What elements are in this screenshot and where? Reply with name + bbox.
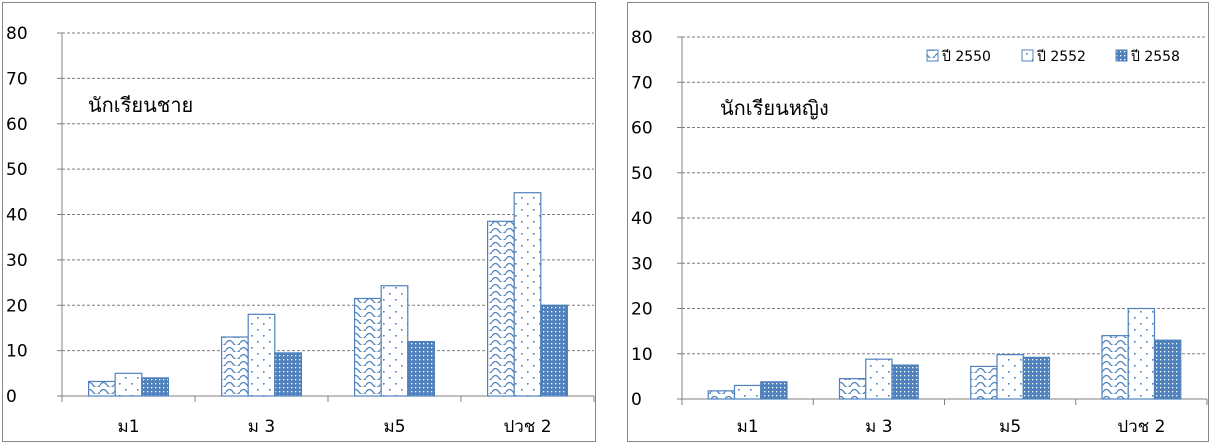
y-tick-label: 80: [6, 24, 28, 44]
bar: [838, 378, 867, 400]
bar: [970, 365, 998, 400]
bar: [1022, 356, 1051, 400]
y-tick-label: 0: [631, 390, 642, 410]
bar: [380, 285, 409, 397]
bar: [247, 313, 276, 397]
bar: [891, 364, 919, 400]
chart-male-svg: 0 10 20 30 40 50 60 70 80 ม1 ม 3 ม5 ปวช 2 นักเรียนชาย: [2, 2, 596, 442]
bar: [354, 297, 382, 397]
chart-female: 0 10 20 30 40 50 60 70 80 ม1 ม 3 ม5 ปวช 2 นักเรียนหญิ…: [627, 2, 1209, 442]
y-tick-label: 40: [631, 209, 653, 229]
bar: [221, 336, 249, 397]
y-tick-label: 20: [6, 296, 28, 316]
y-tick-label: 40: [6, 206, 28, 226]
x-category-label: ปวช 2: [503, 417, 551, 437]
bar: [1101, 335, 1129, 400]
y-tick-label: 10: [6, 342, 28, 362]
bar: [114, 372, 143, 397]
y-tick-label: 60: [6, 115, 28, 135]
y-tick-label: 70: [6, 69, 28, 89]
bar: [274, 352, 302, 397]
legend-swatch: [1115, 49, 1128, 62]
x-category-label: ม 3: [865, 417, 892, 437]
bar: [87, 380, 116, 397]
bar: [733, 384, 762, 400]
y-tick-label: 0: [6, 387, 17, 407]
y-tick-label: 70: [631, 73, 653, 93]
bar: [1127, 307, 1156, 400]
chart-title: นักเรียนหญิง: [720, 96, 829, 120]
y-tick-label: 50: [631, 164, 653, 184]
legend-label: ปี 2552: [1037, 49, 1086, 65]
y-tick-label: 30: [6, 251, 28, 271]
bar: [760, 381, 788, 400]
bar: [513, 192, 542, 397]
legend-label: ปี 2558: [1131, 49, 1180, 65]
chart-male: 0 10 20 30 40 50 60 70 80 ม1 ม 3 ม5 ปวช 2 นักเรียนชาย: [2, 2, 596, 442]
x-category-label: ม5: [383, 417, 405, 437]
bar: [141, 377, 170, 397]
bar: [407, 340, 435, 397]
bar: [996, 354, 1024, 400]
y-tick-label: 20: [631, 300, 653, 320]
bar: [1153, 339, 1182, 400]
bar: [540, 304, 568, 397]
bar: [707, 390, 736, 400]
x-category-label: ม 3: [248, 417, 275, 437]
y-tick-label: 80: [631, 28, 653, 48]
y-tick-label: 50: [6, 160, 28, 180]
x-category-label: ม1: [737, 417, 759, 437]
legend-label: ปี 2550: [942, 49, 991, 65]
legend-swatch: [926, 49, 939, 62]
x-category-label: ม5: [999, 417, 1021, 437]
x-category-label: ม1: [117, 417, 139, 437]
y-tick-label: 60: [631, 119, 653, 139]
bar: [865, 358, 893, 400]
x-category-label: ปวช 2: [1117, 417, 1165, 437]
bar: [487, 220, 515, 397]
chart-title: นักเรียนชาย: [88, 93, 193, 117]
chart-female-svg: 0 10 20 30 40 50 60 70 80 ม1 ม 3 ม5 ปวช 2 นักเรียนหญิ…: [627, 2, 1209, 442]
legend-swatch: [1021, 49, 1034, 62]
y-tick-label: 30: [631, 254, 653, 274]
y-tick-label: 10: [631, 345, 653, 365]
